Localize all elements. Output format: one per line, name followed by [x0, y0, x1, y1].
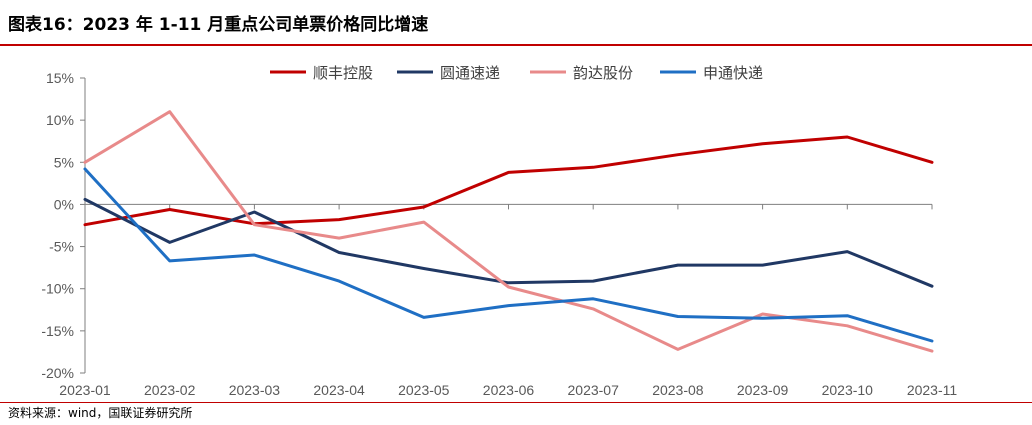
x-tick-label: 2023-05	[398, 382, 450, 398]
y-tick-label: -5%	[49, 239, 74, 255]
legend-label: 顺丰控股	[313, 65, 373, 82]
x-tick-label: 2023-04	[313, 382, 365, 398]
legend-label: 申通快递	[703, 65, 763, 82]
line-chart: 15% 10% 5% 0% -5% -10% -15% -20%2023-01 2023-02 2…	[41, 65, 958, 398]
y-tick-label: -15%	[41, 323, 74, 339]
legend-label: 韵达股份	[573, 65, 633, 82]
series-line-1	[83, 135, 934, 227]
x-tick-label: 2023-07	[568, 382, 620, 398]
series-line-2	[83, 197, 934, 288]
legend-label: 圆通速递	[440, 65, 500, 82]
y-tick-label: 0%	[54, 196, 74, 212]
y-tick-label: -10%	[41, 281, 74, 297]
series-line-4	[83, 167, 934, 343]
figure-title: 图表16：2023 年 1-11 月重点公司单票价格同比增速	[8, 15, 429, 35]
x-tick-label: 2023-08	[652, 382, 704, 398]
series-line-3	[83, 110, 934, 353]
x-tick-label: 2023-01	[59, 382, 111, 398]
x-tick-label: 2023-02	[144, 382, 196, 398]
x-tick-label: 2023-03	[229, 382, 281, 398]
header-rule	[0, 44, 1032, 46]
y-tick-label: 5%	[54, 154, 74, 170]
y-tick-label: -20%	[41, 365, 74, 381]
x-tick-label: 2023-10	[822, 382, 874, 398]
source-note: 资料来源：wind，国联证券研究所	[8, 406, 193, 420]
x-tick-label: 2023-06	[483, 382, 535, 398]
x-tick-label: 2023-09	[737, 382, 789, 398]
y-tick-label: 15%	[46, 70, 74, 86]
footer-rule	[0, 402, 1032, 403]
y-tick-label: 10%	[46, 112, 74, 128]
x-tick-label: 2023-11	[907, 382, 958, 398]
